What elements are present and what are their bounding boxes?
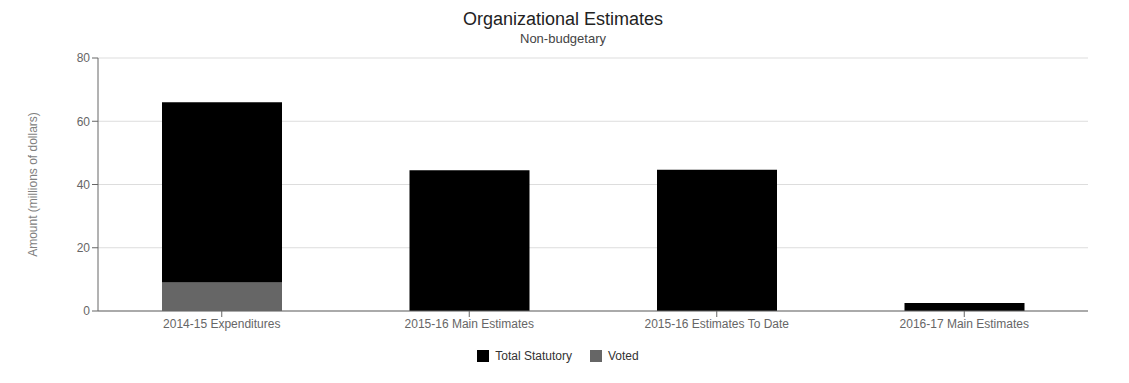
html-text:Organizational Estimates: Organizational Estimates [463,9,663,29]
svg-text:60: 60 [77,115,91,129]
svg-text:2014-15 Expenditures: 2014-15 Expenditures [163,317,280,331]
svg-text:0: 0 [83,304,90,318]
svg-text:80: 80 [77,51,91,65]
html-text:Total Statutory: Total Statutory [495,349,572,363]
svg-text:2015-16 Main Estimates: 2015-16 Main Estimates [405,317,534,331]
svg-text:2015-16 Estimates To Date: 2015-16 Estimates To Date [644,317,789,331]
svg-text:20: 20 [77,241,91,255]
html-text:Non-budgetary: Non-budgetary [520,31,606,46]
svg-text:40: 40 [77,178,91,192]
svg-text:2016-17 Main Estimates: 2016-17 Main Estimates [900,317,1029,331]
html-text:Voted: Voted [608,349,639,363]
svg-text:Amount (millions of dollars): Amount (millions of dollars) [26,112,40,257]
